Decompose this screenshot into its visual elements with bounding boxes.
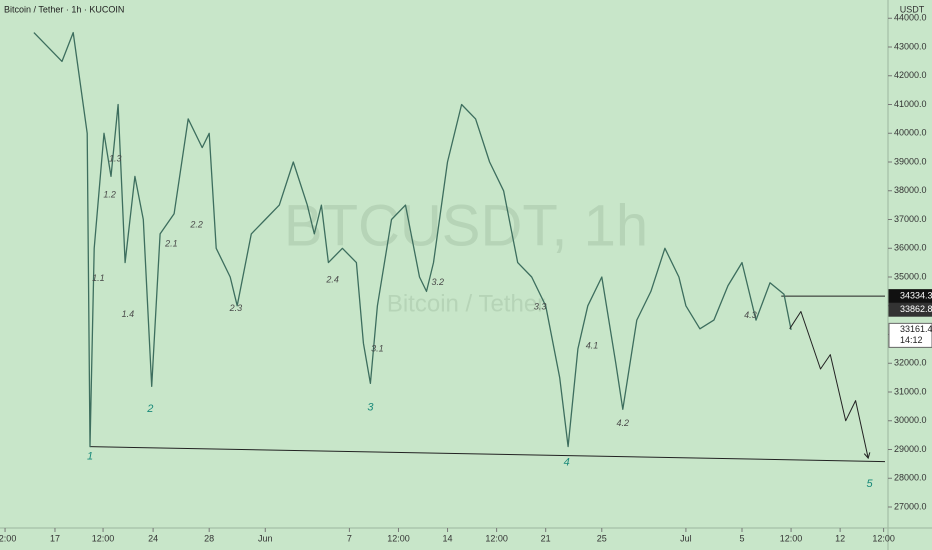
y-tick-label: 28000.0 <box>894 473 927 483</box>
wave-label: 2.4 <box>325 274 339 284</box>
wave-label: 3.2 <box>431 277 444 287</box>
y-tick-label: 31000.0 <box>894 386 927 396</box>
price-badge-label: 33862.8 <box>900 304 932 314</box>
price-badge <box>888 289 932 304</box>
y-unit: USDT <box>900 4 925 14</box>
x-tick-label: 28 <box>204 533 214 543</box>
y-tick-label: 39000.0 <box>894 156 927 166</box>
x-tick-label: 17 <box>50 533 60 543</box>
chart-title: Bitcoin / Tether · 1h · KUCOIN <box>4 4 124 14</box>
x-tick-label: 14 <box>443 533 453 543</box>
wave-label: 4.2 <box>617 418 630 428</box>
wave-label: 1.3 <box>109 154 122 164</box>
wave-label: 2 <box>146 403 153 415</box>
plot-area: 1 1.1 1.2 1.3 1.4 2 2.1 2.2 2.3 2.4 3 3.1 3.2 3.3 4 4.1… <box>33 31 886 490</box>
projection-line <box>789 311 869 459</box>
x-tick-label: 21 <box>541 533 551 543</box>
watermark: BTCUSDT, 1h <box>284 193 648 258</box>
x-tick-label: 7 <box>347 533 352 543</box>
x-tick-label: 12:00 <box>780 533 803 543</box>
wave-label: 4.3 <box>744 310 757 320</box>
price-badge <box>888 302 932 317</box>
y-tick-label: 37000.0 <box>894 214 927 224</box>
wave-label: 5 <box>867 478 874 490</box>
wave-label: 2.2 <box>189 220 203 230</box>
y-tick-label: 29000.0 <box>894 444 927 454</box>
wave-label: 3 <box>367 402 374 414</box>
x-tick-label: 12:00 <box>92 533 115 543</box>
x-tick-label: 12:00 <box>0 533 16 543</box>
x-tick-label: 12:00 <box>387 533 410 543</box>
y-tick-label: 42000.0 <box>894 70 927 80</box>
x-tick-label: Jul <box>680 533 692 543</box>
x-tick-label: 12:00 <box>872 533 895 543</box>
x-tick-label: 25 <box>597 533 607 543</box>
y-tick-label: 36000.0 <box>894 243 927 253</box>
projection-arrowhead <box>863 452 871 460</box>
support-line <box>90 446 886 463</box>
wave-label: 2.1 <box>164 238 178 248</box>
wave-label: 2.3 <box>229 303 243 313</box>
wave-label: 4.1 <box>586 340 599 350</box>
y-tick-label: 40000.0 <box>894 128 927 138</box>
wave-label: 1.4 <box>122 309 135 319</box>
y-tick-label: 38000.0 <box>894 185 927 195</box>
wave-label: 1 <box>87 451 93 463</box>
y-tick-label: 30000.0 <box>894 415 927 425</box>
price-badge-time: 14:12 <box>900 335 923 345</box>
price-badge <box>888 322 932 348</box>
wave-label: 1.1 <box>92 273 105 283</box>
y-tick-label: 32000.0 <box>894 358 927 368</box>
price-badge-label: 34334.3 <box>900 291 932 301</box>
wave-label: 3.3 <box>534 302 547 312</box>
x-tick-label: Jun <box>258 533 273 543</box>
wave-label: 1.2 <box>103 189 116 199</box>
price-line <box>33 31 792 448</box>
x-tick-label: 5 <box>739 533 744 543</box>
price-badge-label: 33161.4 <box>900 324 932 334</box>
x-tick-label: 24 <box>148 533 158 543</box>
x-tick-label: 12 <box>835 533 845 543</box>
y-tick-label: 43000.0 <box>894 41 927 51</box>
wave-label: 4 <box>564 456 570 468</box>
watermark-sub: Bitcoin / Tether <box>387 290 545 317</box>
x-tick-label: 12:00 <box>485 533 508 543</box>
y-tick-label: 27000.0 <box>894 501 927 511</box>
y-tick-label: 35000.0 <box>894 271 927 281</box>
y-tick-label: 41000.0 <box>894 99 927 109</box>
wave-label: 3.1 <box>371 343 384 353</box>
y-tick-label: 44000.0 <box>894 13 927 23</box>
